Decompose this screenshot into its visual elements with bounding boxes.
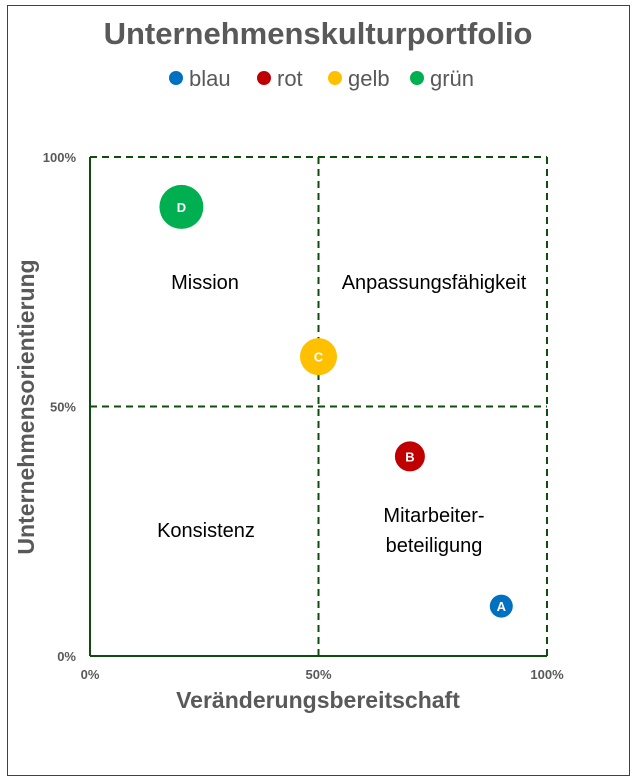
x-tick-label: 100% — [530, 667, 564, 682]
x-axis-label: Veränderungsbereitschaft — [176, 687, 460, 713]
bubble-C: C — [300, 338, 337, 376]
legend-label: gelb — [348, 66, 390, 91]
y-tick-label: 0% — [57, 649, 76, 664]
legend-label: rot — [277, 66, 303, 91]
legend-marker — [328, 71, 342, 85]
quadrant-label-beteiligung: beteiligung — [386, 535, 483, 557]
legend-item-C: gelb — [328, 66, 390, 91]
y-tick-label: 50% — [50, 400, 76, 415]
axis-ticks: 0% 50% 100% 0% 50% 100% — [43, 150, 564, 682]
legend-item-A: blau — [169, 66, 231, 91]
bubbles: A B C D — [159, 184, 513, 618]
chart-frame — [7, 5, 630, 776]
bubble-B: B — [394, 441, 425, 472]
bubble-mark — [394, 441, 425, 472]
legend-item-B: rot — [257, 66, 303, 91]
bubble-mark — [159, 184, 204, 229]
x-tick-label: 50% — [305, 667, 331, 682]
bubble-data-label: C — [314, 350, 324, 365]
legend-label: grün — [430, 66, 474, 91]
bubble-data-label: B — [405, 449, 414, 464]
legend-marker — [410, 71, 424, 85]
x-tick-label: 0% — [81, 667, 100, 682]
quadrant-label-konsistenz: Konsistenz — [157, 520, 255, 542]
legend-item-D: grün — [410, 66, 474, 91]
legend: blau rot gelb grün — [169, 66, 474, 91]
bubble-mark — [300, 338, 337, 376]
bubble-mark — [489, 594, 513, 618]
grid — [89, 156, 548, 657]
y-tick-label: 100% — [43, 150, 77, 165]
quadrant-labels: Mission Anpassungsfähigkeit Konsistenz M… — [157, 272, 527, 557]
chart-title: Unternehmenskulturportfolio — [104, 16, 533, 51]
legend-marker — [257, 71, 271, 85]
quadrant-label-mitarbeiter: Mitarbeiter- — [383, 505, 484, 527]
legend-label: blau — [189, 66, 231, 91]
bubble-data-label: D — [177, 200, 186, 215]
legend-marker — [169, 71, 183, 85]
y-axis-label: Unternehmensorientierung — [13, 259, 39, 554]
bubble-data-label: A — [497, 599, 507, 614]
bubble-D: D — [159, 184, 204, 229]
quadrant-label-anpassungsfaehigkeit: Anpassungsfähigkeit — [342, 272, 527, 294]
bubble-A: A — [489, 594, 513, 618]
quadrant-label-mission: Mission — [171, 272, 239, 294]
